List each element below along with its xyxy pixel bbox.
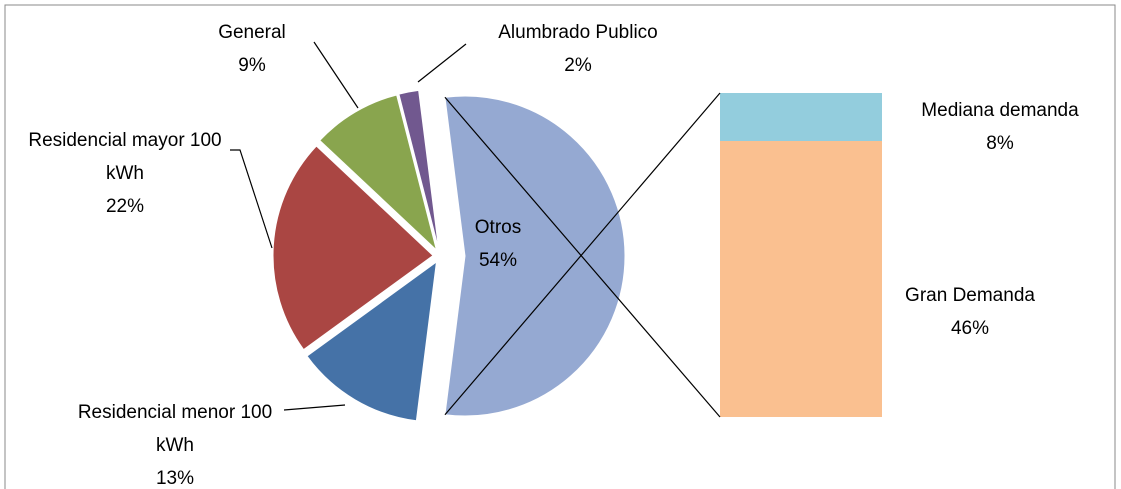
data-label: Residencial menor 100 kWh 13% <box>60 396 290 489</box>
data-label: Mediana demanda 8% <box>885 94 1115 160</box>
data-label: General 9% <box>192 16 312 82</box>
label-value: 13% <box>155 468 195 489</box>
label-value: 46% <box>950 318 990 339</box>
label-value: 54% <box>478 250 518 271</box>
connector-line <box>444 92 721 416</box>
label-name: Gran Demanda <box>905 285 1035 306</box>
pie-slice <box>306 260 438 422</box>
data-label: Residencial mayor 100 kWh 22% <box>15 124 235 223</box>
pie-slice <box>272 145 434 351</box>
pie-slice <box>398 89 440 250</box>
pie-slice <box>319 94 438 252</box>
pie-slice <box>444 95 626 417</box>
label-value: 8% <box>986 133 1014 154</box>
data-label: Alumbrado Publico 2% <box>468 16 688 82</box>
label-value: 9% <box>238 55 266 76</box>
label-value: 22% <box>105 196 145 217</box>
label-value: 2% <box>564 55 592 76</box>
label-name: Otros <box>474 217 522 238</box>
leader-line <box>283 404 346 411</box>
leader-line <box>417 43 467 83</box>
data-label: Gran Demanda 46% <box>870 279 1070 345</box>
leader-line <box>230 149 273 249</box>
connector-line <box>444 96 721 418</box>
leader-line <box>313 41 359 109</box>
label-name: Residencial mayor 100 kWh <box>28 130 222 184</box>
label-name: Mediana demanda <box>921 100 1079 121</box>
label-name: Residencial menor 100 kWh <box>77 402 273 456</box>
data-label: Otros 54% <box>438 211 558 277</box>
bar-segment <box>720 93 882 141</box>
label-name: Alumbrado Publico <box>498 22 658 43</box>
bar-segment <box>720 141 882 417</box>
label-name: General <box>218 22 286 43</box>
